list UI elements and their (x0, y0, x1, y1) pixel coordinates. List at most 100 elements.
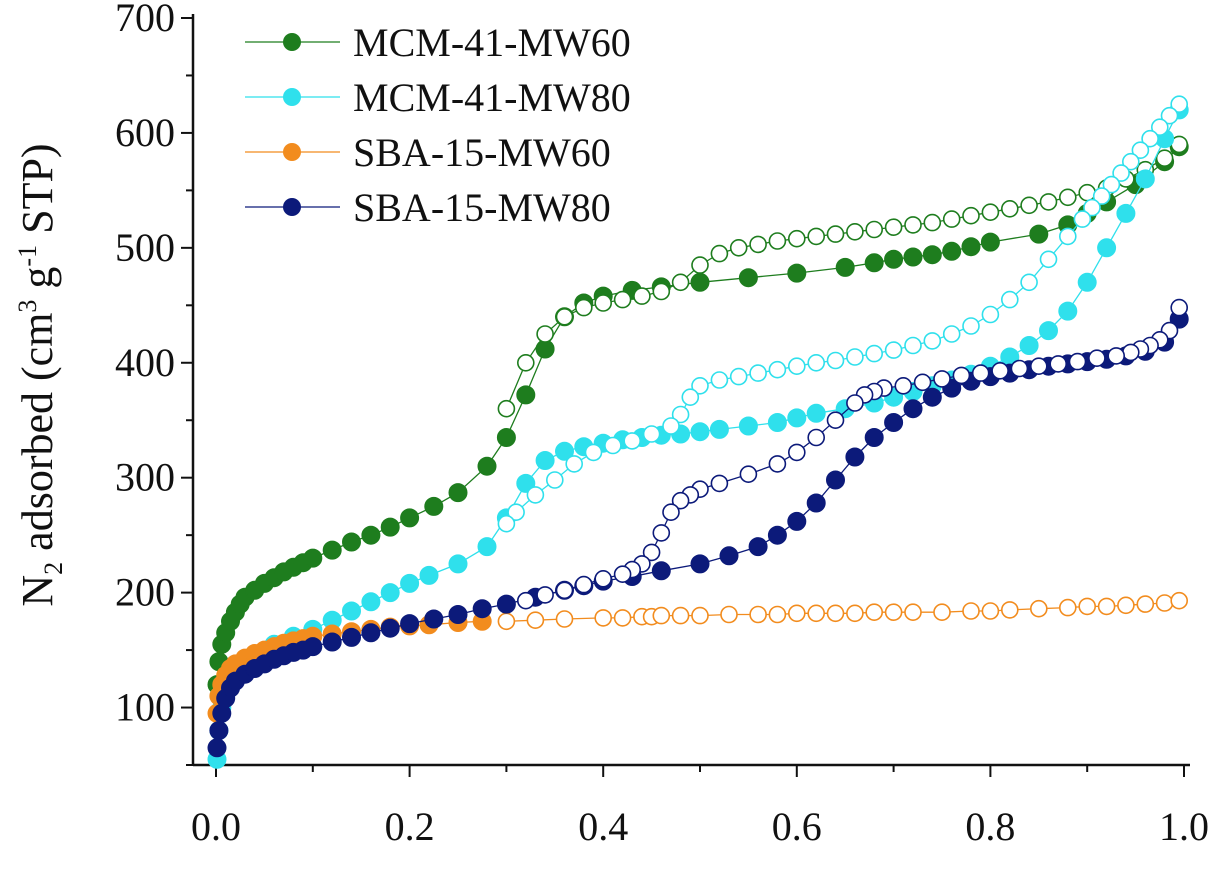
desorption-point (1073, 210, 1092, 228)
adsorption-point (419, 565, 439, 585)
adsorption-point (845, 447, 865, 467)
adsorption-point (922, 387, 942, 407)
desorption-point (1170, 95, 1188, 113)
desorption-point (1020, 273, 1038, 292)
desorption-point (710, 474, 729, 493)
adsorption-point (884, 413, 904, 432)
desorption-point (652, 606, 671, 625)
desorption-point (1000, 200, 1019, 218)
desorption-point (691, 256, 709, 274)
adsorption-point (361, 592, 381, 612)
x-tick-label: 0.4 (578, 804, 628, 849)
series-sba-15-mw80 (207, 298, 1189, 758)
adsorption-point (361, 623, 381, 643)
x-tick-label: 1.0 (1159, 804, 1209, 849)
desorption-point (865, 220, 884, 239)
y-tick-label: 500 (115, 225, 175, 270)
desorption-point (962, 602, 980, 620)
desorption-point (807, 604, 826, 623)
adsorption-point (477, 537, 497, 557)
desorption-point (613, 609, 632, 627)
adsorption-point (400, 614, 420, 634)
desorption-point (981, 305, 1000, 324)
adsorption-point (884, 249, 904, 269)
adsorption-point (1077, 272, 1097, 292)
y-tick-label: 300 (115, 455, 175, 500)
adsorption-point (448, 483, 468, 503)
desorption-point (613, 290, 632, 309)
desorption-point (787, 443, 806, 462)
desorption-point (991, 361, 1009, 380)
legend-label: MCM-41-MW80 (353, 75, 631, 120)
desorption-point (497, 612, 516, 631)
desorption-point (1170, 298, 1188, 317)
legend-marker (283, 198, 301, 216)
desorption-point (749, 605, 767, 624)
desorption-point (604, 436, 622, 455)
adsorption-point (342, 627, 361, 647)
y-tick-label: 700 (115, 0, 175, 40)
x-tick-label: 0.8 (965, 804, 1015, 849)
desorption-point (826, 604, 845, 623)
desorption-point (555, 581, 574, 600)
desorption-point (739, 465, 758, 484)
desorption-point (846, 223, 864, 241)
adsorption-point (864, 428, 884, 447)
adsorption-point (342, 601, 361, 621)
desorption-point (545, 471, 564, 489)
adsorption-point (767, 413, 787, 432)
desorption-point (691, 606, 709, 625)
adsorption-point (380, 517, 400, 537)
desorption-point (1155, 594, 1174, 612)
desorption-point (1102, 175, 1121, 194)
desorption-point (962, 206, 980, 225)
desorption-point (768, 232, 787, 250)
desorption-point (526, 486, 545, 504)
desorption-point (981, 602, 1000, 620)
desorption-point (1083, 198, 1101, 217)
adsorption-point (1135, 169, 1155, 189)
desorption-point (1122, 343, 1140, 362)
desorption-point (768, 455, 787, 473)
desorption-point (681, 388, 700, 407)
legend-item: MCM-41-MW60 (245, 20, 631, 65)
desorption-point (594, 294, 613, 312)
desorption-point (516, 591, 535, 610)
desorption-point (1068, 352, 1087, 371)
adsorption-point (303, 548, 323, 568)
desorption-point (884, 218, 903, 236)
x-tick-label: 0.2 (385, 804, 435, 849)
desorption-point (884, 341, 903, 359)
adsorption-point (424, 609, 444, 629)
desorption-point (1059, 227, 1077, 246)
desorption-point (642, 425, 661, 443)
desorption-point (904, 216, 922, 234)
adsorption-point (1039, 321, 1058, 341)
desorption-point (555, 610, 574, 628)
desorption-point (1151, 118, 1169, 136)
desorption-point (826, 411, 845, 430)
desorption-point (1039, 193, 1058, 211)
desorption-point (691, 376, 709, 395)
desorption-point (1059, 188, 1077, 207)
desorption-point (1059, 598, 1077, 617)
desorption-point (536, 586, 554, 604)
desorption-point (710, 244, 729, 263)
desorption-point (807, 227, 826, 246)
desorption-point (923, 332, 942, 350)
adsorption-point (690, 554, 710, 574)
legend-item: SBA-15-MW60 (245, 130, 611, 175)
adsorption-point (400, 573, 420, 593)
desorption-point (574, 575, 593, 594)
desorption-point (787, 229, 806, 248)
desorption-point (826, 225, 845, 243)
desorption-point (1030, 599, 1048, 618)
adsorption-point (690, 422, 710, 442)
desorption-point (642, 543, 661, 562)
adsorption-point (719, 546, 739, 566)
adsorption-point (361, 525, 381, 545)
desorption-point (1078, 183, 1096, 202)
adsorption-point (864, 253, 884, 273)
desorption-point (1112, 164, 1130, 182)
desorption-point (865, 344, 884, 363)
